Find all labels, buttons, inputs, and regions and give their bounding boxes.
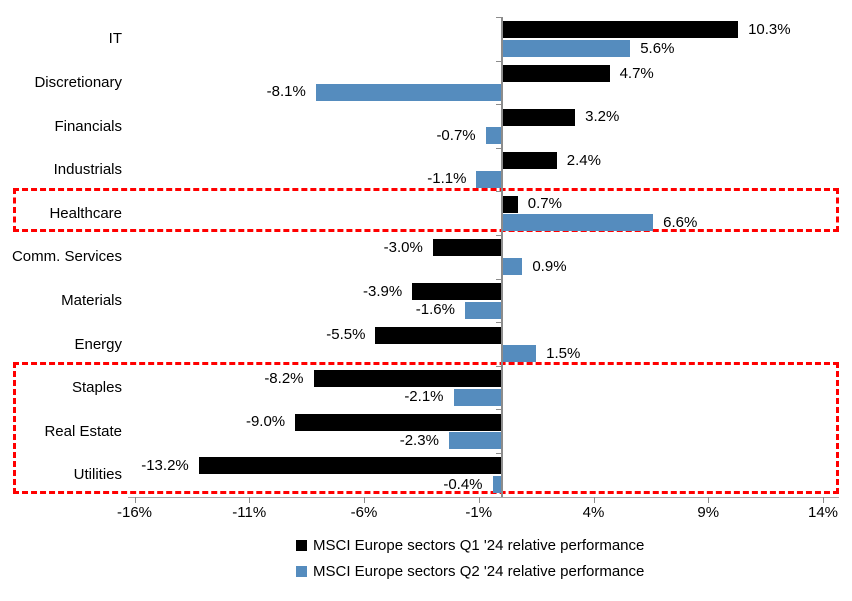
data-label-q1-industrials: 2.4%	[566, 151, 601, 169]
category-tick	[495, 17, 502, 18]
data-label-q2-staples: -2.1%	[404, 388, 444, 406]
legend-label-q1: MSCI Europe sectors Q1 '24 relative perf…	[313, 537, 645, 554]
data-label-q2-it: 5.6%	[640, 39, 675, 57]
x-axis-tick	[478, 497, 480, 503]
data-label-q2-real-estate: -2.3%	[399, 431, 439, 449]
data-label-q2-industrials: -1.1%	[427, 170, 467, 188]
category-tick	[495, 235, 502, 236]
data-label-q1-discretionary: 4.7%	[619, 64, 654, 82]
bar-q2-discretionary	[315, 83, 502, 101]
x-axis-tick-label: -6%	[350, 504, 378, 521]
bar-q1-staples	[313, 370, 502, 388]
data-label-q1-utilities: -13.2%	[141, 456, 189, 474]
data-label-q1-it: 10.3%	[748, 20, 791, 38]
x-axis-tick-label: 14%	[807, 504, 839, 521]
zero-axis-line	[501, 17, 503, 497]
x-axis-tick-label: 4%	[582, 504, 605, 521]
category-tick	[495, 191, 502, 193]
x-axis-tick	[364, 497, 365, 503]
legend-item-q1: MSCI Europe sectors Q1 '24 relative perf…	[296, 537, 644, 554]
healthcare-highlight	[13, 187, 839, 233]
data-label-q1-energy: -5.5%	[326, 326, 366, 344]
data-label-q1-comm-services: -3.0%	[383, 238, 423, 256]
category-label-staples: Staples	[71, 379, 122, 397]
category-tick	[495, 365, 502, 367]
category-tick	[495, 60, 502, 62]
x-axis-tick-label: -11%	[232, 504, 267, 521]
defensive-sectors-highlight	[13, 362, 839, 494]
bar-q2-comm-services	[501, 258, 523, 275]
bar-q1-financials	[501, 108, 576, 126]
data-label-q2-financials: -0.7%	[436, 126, 476, 144]
category-label-discretionary: Discretionary	[34, 73, 122, 91]
x-axis-line	[128, 497, 839, 498]
x-axis-tick-label: 9%	[697, 504, 720, 521]
category-label-financials: Financials	[54, 117, 122, 135]
x-axis-tick-label: -1%	[465, 504, 493, 521]
category-tick	[495, 278, 502, 280]
x-axis-tick	[593, 497, 595, 503]
data-label-q1-financials: 3.2%	[585, 108, 620, 126]
x-axis-tick	[708, 497, 710, 503]
data-label-q1-real-estate: -9.0%	[245, 413, 286, 431]
data-label-q2-healthcare: 6.6%	[663, 213, 698, 231]
bar-q1-utilities	[198, 457, 502, 475]
category-label-comm-services: Comm. Services	[11, 248, 122, 266]
bar-q1-materials	[412, 283, 502, 300]
category-tick	[495, 409, 502, 411]
bar-q2-real-estate	[448, 432, 502, 450]
bar-q2-materials	[464, 301, 502, 319]
data-label-q2-discretionary: -8.1%	[266, 83, 306, 101]
x-axis-tick-label: -16%	[116, 504, 153, 521]
bar-q2-energy	[501, 345, 537, 363]
category-tick	[495, 322, 502, 324]
bar-q2-it	[501, 40, 631, 57]
bar-q1-energy	[375, 326, 502, 344]
chart-legend: MSCI Europe sectors Q1 '24 relative perf…	[296, 537, 644, 589]
bar-q1-real-estate	[295, 413, 502, 431]
bar-q1-discretionary	[501, 65, 610, 82]
category-label-it: IT	[108, 30, 122, 48]
bar-q1-comm-services	[432, 239, 502, 257]
category-label-utilities: Utilities	[73, 466, 122, 484]
category-label-materials: Materials	[61, 291, 122, 309]
bar-q2-healthcare	[501, 214, 654, 232]
data-label-q2-materials: -1.6%	[415, 301, 455, 319]
data-label-q1-healthcare: 0.7%	[527, 195, 562, 213]
bar-q1-it	[501, 21, 739, 39]
category-label-real-estate: Real Estate	[44, 422, 122, 440]
bar-q2-financials	[485, 127, 502, 145]
bar-q1-industrials	[501, 152, 557, 170]
bar-q2-staples	[453, 388, 502, 406]
legend-label-q2: MSCI Europe sectors Q2 '24 relative perf…	[313, 563, 645, 580]
category-tick	[495, 104, 502, 106]
legend-swatch-q1	[296, 540, 307, 551]
data-label-q2-comm-services: 0.9%	[532, 257, 567, 275]
x-axis-tick	[134, 497, 136, 503]
category-tick	[495, 453, 502, 454]
bar-q2-industrials	[476, 170, 502, 188]
data-label-q1-materials: -3.9%	[363, 282, 403, 300]
x-axis-tick	[823, 497, 824, 503]
bar-q2-utilities	[492, 476, 502, 493]
category-label-energy: Energy	[74, 335, 122, 353]
data-label-q1-staples: -8.2%	[264, 369, 304, 387]
category-label-healthcare: Healthcare	[49, 204, 122, 222]
data-label-q2-utilities: -0.4%	[443, 475, 483, 493]
legend-item-q2: MSCI Europe sectors Q2 '24 relative perf…	[296, 563, 644, 580]
data-label-q2-energy: 1.5%	[546, 344, 581, 362]
bar-q1-healthcare	[501, 195, 518, 213]
x-axis-tick	[249, 497, 251, 503]
category-tick	[495, 147, 502, 149]
category-label-industrials: Industrials	[53, 161, 122, 179]
legend-swatch-q2	[296, 566, 307, 577]
